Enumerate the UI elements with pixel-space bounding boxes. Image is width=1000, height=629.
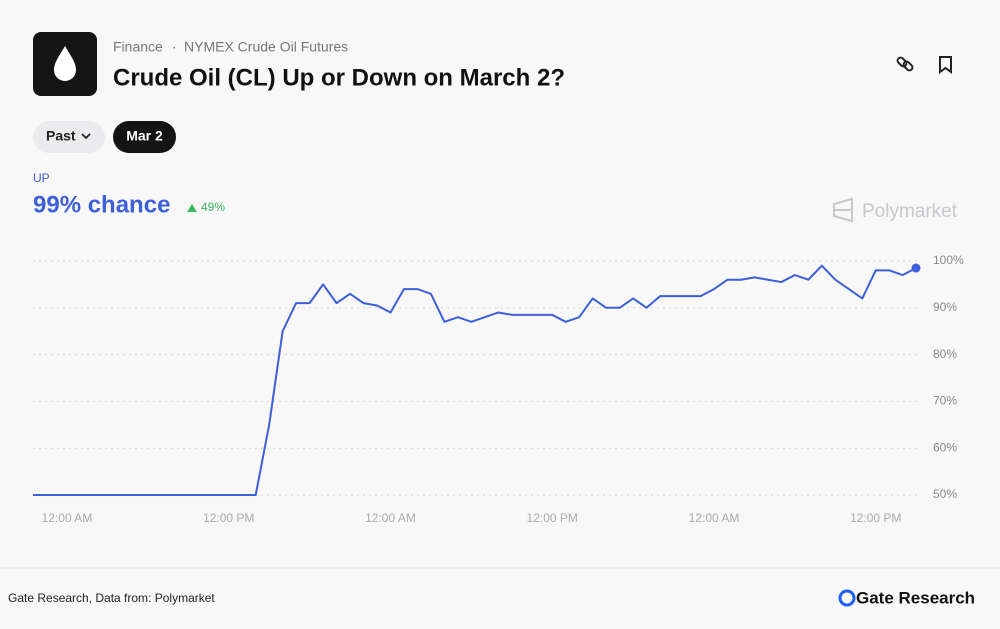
brand: Polymarket [862,201,958,222]
past-button[interactable]: Past [33,121,105,153]
brand-logo [833,197,853,223]
footer-logo: Gate Research [856,588,975,607]
drop-icon [54,46,76,81]
date-label: Mar 2 [126,128,163,144]
bookmark-button[interactable] [939,56,952,74]
date-button[interactable]: Mar 2 [113,121,176,153]
x-tick-label: 12:00 PM [203,511,254,525]
x-tick-label: 12:00 PM [527,511,578,525]
line [33,264,917,496]
past-label: Past [46,128,76,144]
gate-icon [838,589,856,607]
y-tick-label: 90% [933,300,957,314]
end-dot [911,263,921,273]
series-name[interactable]: NYMEX Crude Oil Futures [184,39,348,55]
y-tick-label: 70% [933,394,957,408]
source: Gate Research, Data from: Polymarket [8,591,215,605]
x-tick-label: 12:00 AM [365,511,416,525]
outcome-label: UP [33,171,50,185]
chance: 99% chance [33,191,170,218]
title: Crude Oil (CL) Up or Down on March 2? [113,64,565,91]
x-tick-label: 12:00 AM [689,511,740,525]
change: 49% [201,200,225,214]
y-tick-label: 100% [933,253,964,267]
x-tick-label: 12:00 AM [42,511,93,525]
link-button[interactable] [896,56,914,72]
y-tick-label: 60% [933,440,957,454]
separator: · [172,39,177,55]
plot: 50% 60% 70% 80% 90% 100% 12:00 AM 12:00 PM 12:00… [33,253,964,525]
y-tick-label: 50% [933,487,957,501]
y-tick-label: 80% [933,347,957,361]
x-tick-label: 12:00 PM [850,511,901,525]
up-arrow [187,204,197,212]
category[interactable]: Finance [113,39,163,55]
